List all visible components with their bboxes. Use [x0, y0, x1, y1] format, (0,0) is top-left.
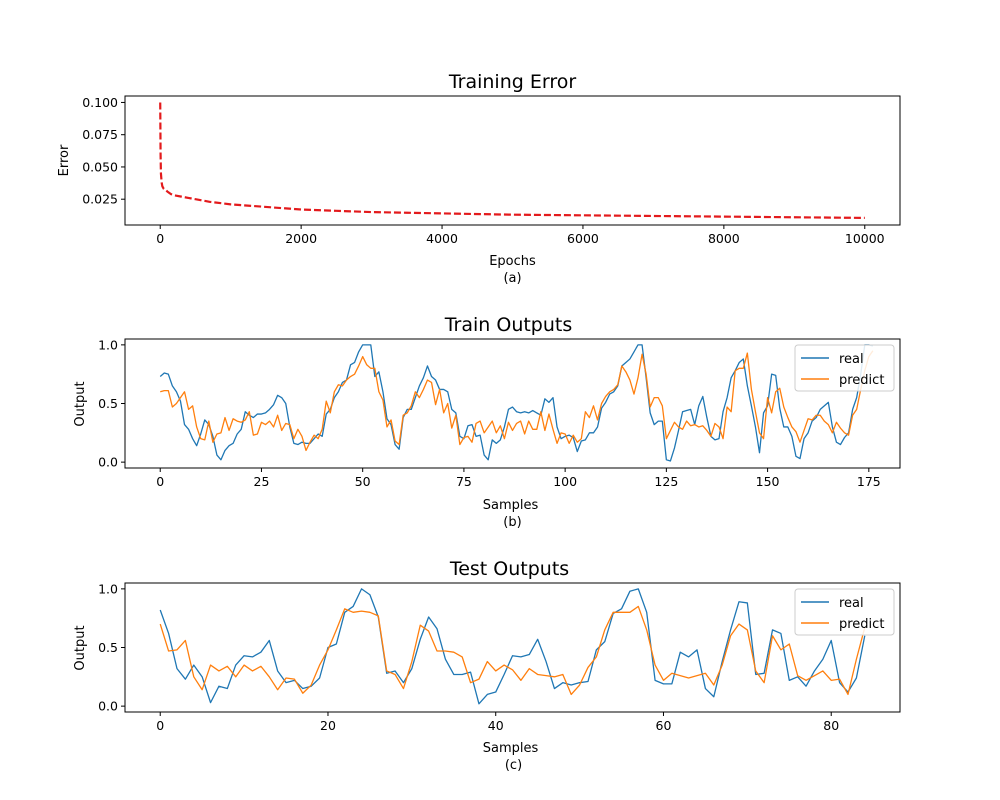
- test-outputs-xtick-label: 60: [656, 718, 672, 733]
- train-outputs-ytick-label: 0.5: [98, 396, 118, 411]
- test-outputs-legend-label-predict: predict: [839, 617, 884, 632]
- test-outputs-xtick-label: 20: [320, 718, 336, 733]
- training-error-xlabel: Epochs: [489, 254, 536, 269]
- training-error-caption: (a): [503, 271, 521, 286]
- training-error-ytick-label: 0.075: [82, 127, 118, 142]
- training-error-title: Training Error: [448, 71, 577, 93]
- train-outputs-ytick-label: 1.0: [98, 337, 118, 352]
- training-error-ytick-label: 0.050: [82, 159, 118, 174]
- test-outputs-ticks: 0 20 40 60 80 0.0 0.5 1.0: [98, 581, 839, 733]
- test-outputs-xlabel: Samples: [483, 741, 539, 756]
- test-outputs-ylabel: Output: [73, 625, 88, 670]
- train-outputs-xtick-label: 125: [654, 474, 678, 489]
- train-outputs-legend-label-predict: predict: [839, 373, 884, 388]
- train-outputs-xtick-label: 75: [456, 474, 472, 489]
- training-error-ticks: 0 2000 4000 6000 8000 10000 0.025 0.050 0.075 0.1…: [82, 95, 884, 246]
- train-outputs-xtick-label: 0: [156, 474, 164, 489]
- test-outputs-predict-line: [159, 605, 866, 696]
- test-outputs-legend-label-real: real: [839, 596, 864, 611]
- test-outputs-ytick-label: 1.0: [98, 581, 118, 596]
- test-outputs-real-line: [159, 588, 866, 705]
- training-error-ytick-label: 0.025: [82, 192, 118, 207]
- training-error-ytick-label: 0.100: [82, 95, 118, 110]
- training-error-xtick-label: 4000: [426, 231, 458, 246]
- train-outputs-real-line: [159, 344, 874, 462]
- train-outputs-caption: (b): [503, 515, 521, 530]
- test-outputs-ytick-label: 0.0: [98, 699, 118, 714]
- training-error-ylabel: Error: [57, 144, 72, 176]
- training-error-xtick-label: 8000: [708, 231, 740, 246]
- train-outputs-series: [159, 344, 874, 462]
- train-outputs-xlabel: Samples: [483, 498, 539, 513]
- training-error-xtick-label: 2000: [285, 231, 317, 246]
- train-outputs-legend: real predict: [794, 344, 895, 392]
- test-outputs-ytick-label: 0.5: [98, 640, 118, 655]
- training-error-xtick-label: 0: [156, 231, 164, 246]
- test-outputs-caption: (c): [505, 758, 522, 773]
- training-error-axes-frame: [124, 95, 901, 226]
- train-outputs-panel: Train Outputs Samples (b) Output 0 25 50 75…: [73, 314, 901, 530]
- training-error-xtick-label: 10000: [845, 231, 885, 246]
- training-error-series: [159, 102, 865, 220]
- test-outputs-panel: Test Outputs Samples (c) Output 0 20 40 60 8…: [73, 558, 901, 773]
- train-outputs-xtick-label: 100: [553, 474, 577, 489]
- train-outputs-legend-label-real: real: [839, 352, 864, 367]
- train-outputs-title: Train Outputs: [444, 314, 573, 336]
- train-outputs-ylabel: Output: [73, 381, 88, 426]
- train-outputs-xtick-label: 150: [756, 474, 780, 489]
- train-outputs-xtick-label: 175: [857, 474, 881, 489]
- test-outputs-title: Test Outputs: [449, 558, 569, 580]
- test-outputs-legend: real predict: [794, 588, 895, 636]
- training-error-error-line: [159, 102, 865, 220]
- train-outputs-ticks: 0 25 50 75 100 125 150 175 0.0 0.5 1.0: [98, 337, 881, 489]
- test-outputs-series: [159, 588, 866, 705]
- train-outputs-ytick-label: 0.0: [98, 455, 118, 470]
- test-outputs-xtick-label: 40: [488, 718, 504, 733]
- test-outputs-xtick-label: 0: [156, 718, 164, 733]
- train-outputs-xtick-label: 50: [355, 474, 371, 489]
- training-error-panel: Training Error Epochs (a) Error 0 2000 400…: [57, 71, 901, 286]
- train-outputs-predict-line: [160, 350, 874, 452]
- train-outputs-xtick-label: 25: [254, 474, 270, 489]
- training-error-xtick-label: 6000: [567, 231, 599, 246]
- test-outputs-xtick-label: 80: [823, 718, 839, 733]
